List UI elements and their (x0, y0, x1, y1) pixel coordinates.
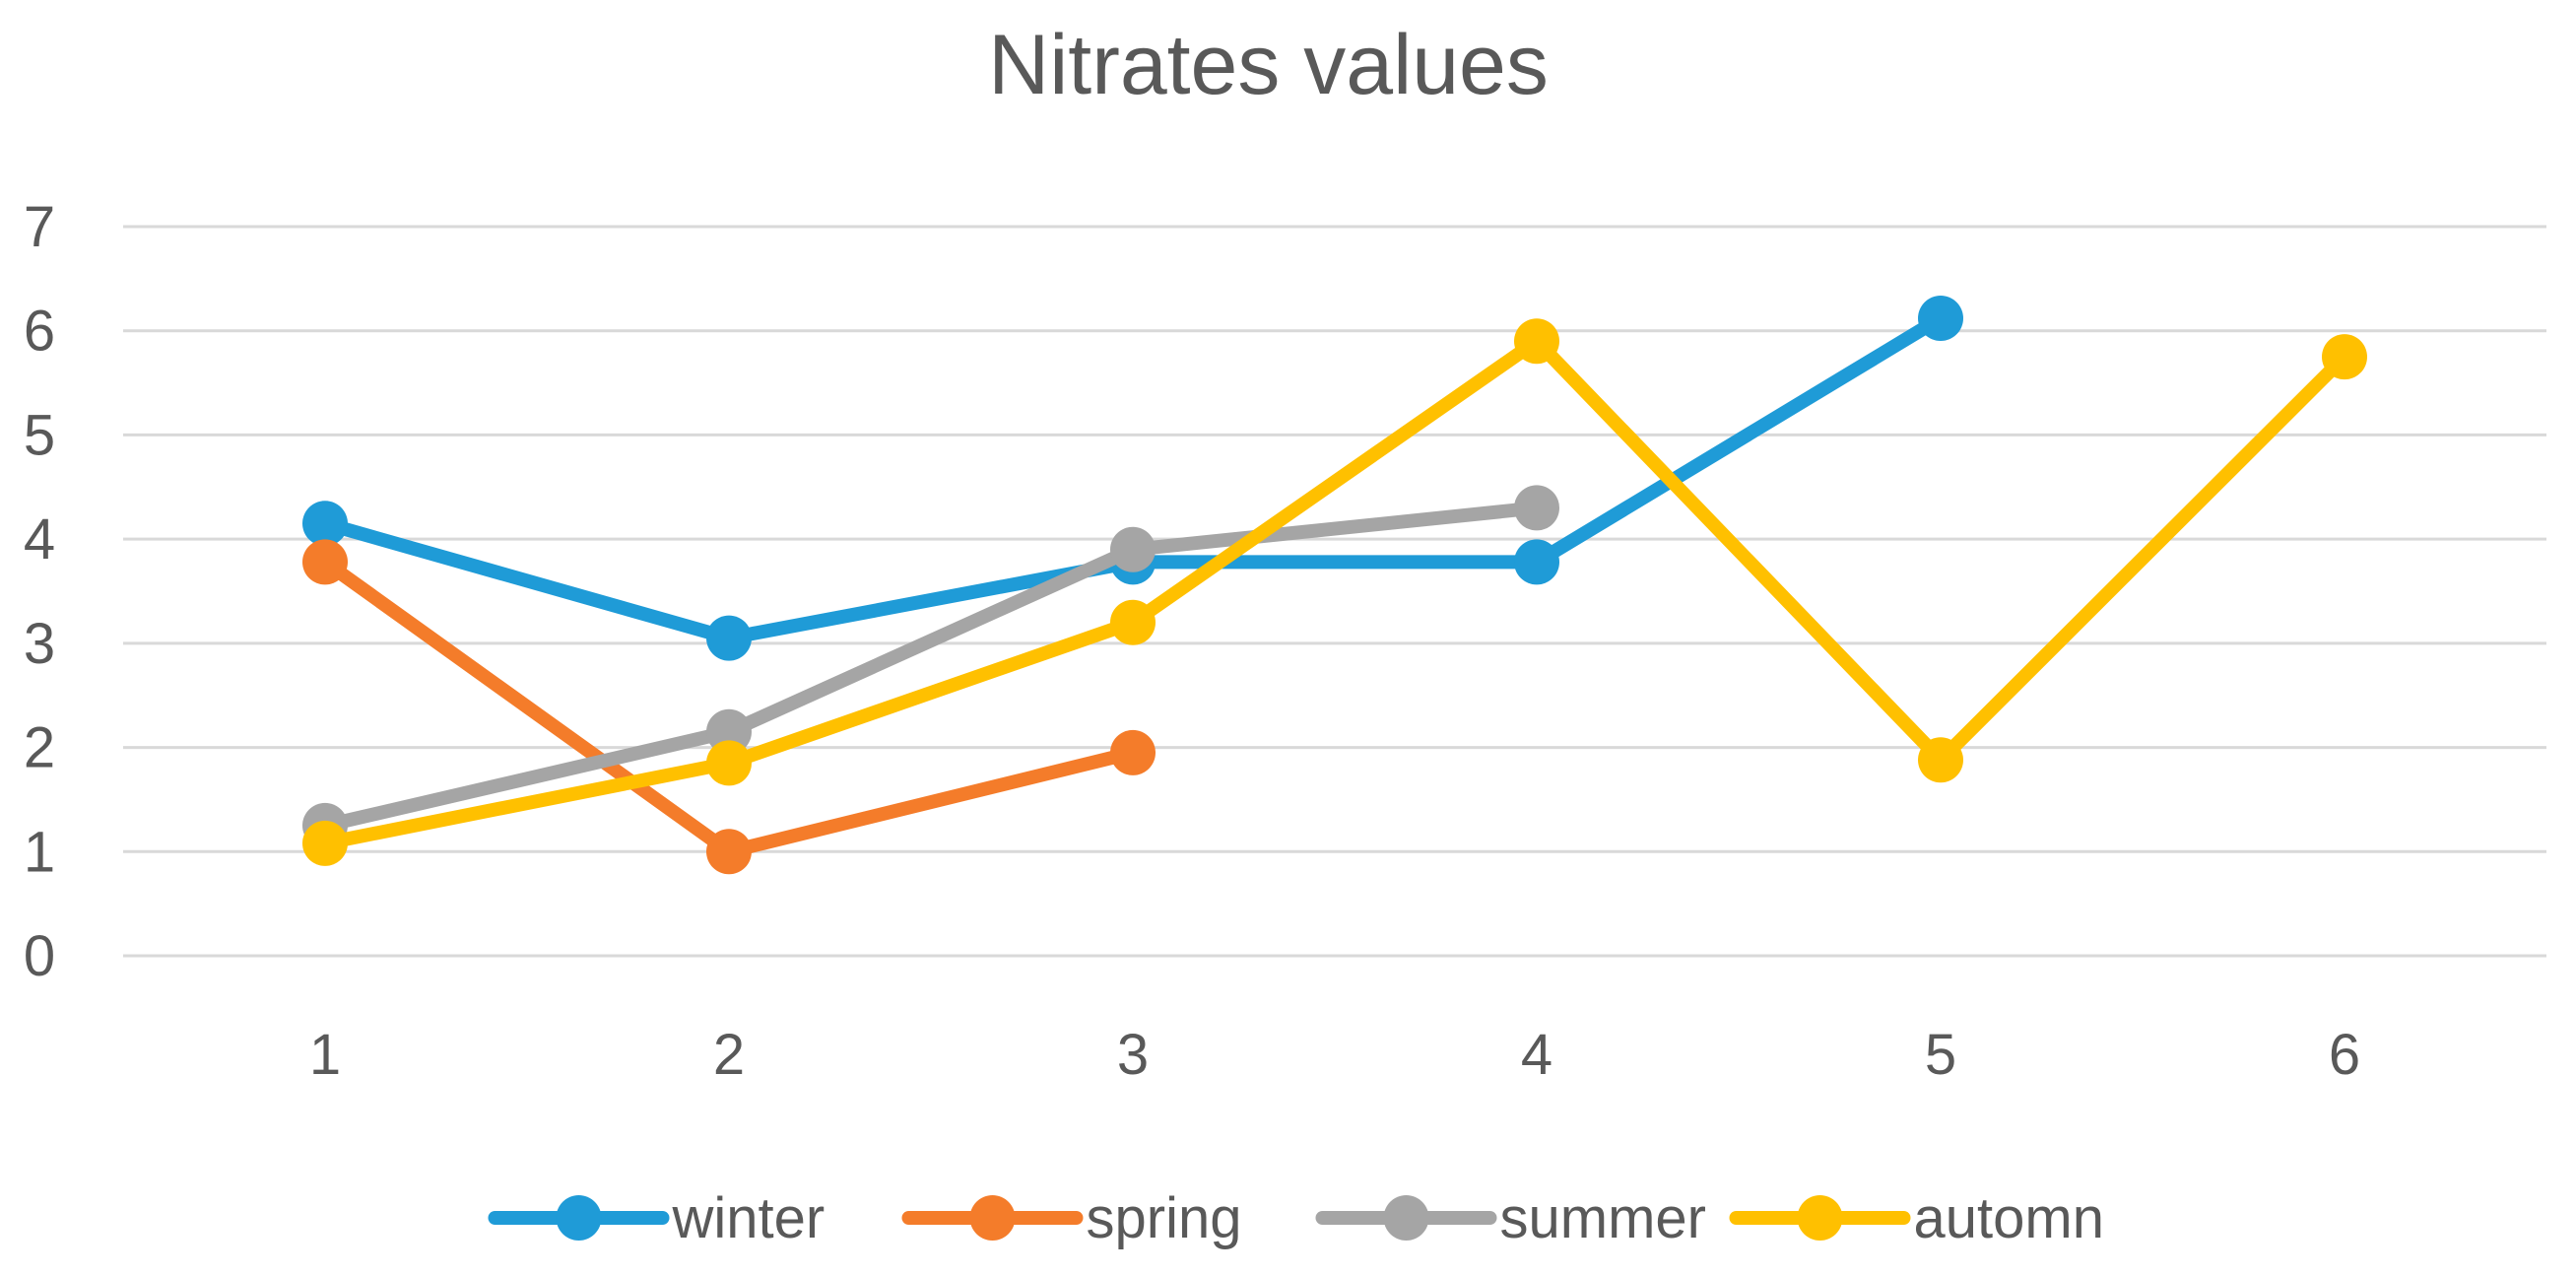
legend-swatch-marker (1797, 1195, 1843, 1241)
data-point-automn (1110, 599, 1156, 645)
data-point-spring (302, 539, 348, 585)
x-tick-label: 3 (1117, 1023, 1149, 1087)
legend-swatch-marker (556, 1195, 602, 1241)
legend-item-automn: automn (1729, 1186, 2104, 1250)
legend-swatch-marker (1383, 1195, 1429, 1241)
data-point-spring (1110, 729, 1156, 775)
data-point-automn (2322, 334, 2367, 380)
y-tick-label: 2 (24, 716, 55, 780)
data-point-automn (302, 820, 348, 866)
legend: winter spring summer automn (488, 1186, 2104, 1250)
x-axis-ticks: 1 2 3 4 5 6 (309, 1023, 2360, 1087)
data-point-automn (1918, 737, 1963, 783)
x-tick-label: 4 (1521, 1023, 1552, 1087)
legend-label: spring (1087, 1186, 1242, 1250)
data-point-automn (706, 740, 752, 786)
series-line-summer (318, 501, 1544, 833)
x-tick-label: 6 (2329, 1023, 2360, 1087)
y-tick-label: 4 (24, 507, 55, 571)
series-automn (302, 318, 2367, 866)
legend-item-winter: winter (488, 1186, 826, 1250)
chart-title: Nitrates values (988, 18, 1549, 112)
series-lines (302, 296, 2367, 875)
series-line-winter (318, 311, 1948, 645)
data-point-summer (1514, 485, 1559, 531)
y-tick-label: 7 (24, 195, 55, 259)
legend-label: automn (1914, 1186, 2104, 1250)
x-tick-label: 1 (309, 1023, 341, 1087)
legend-swatch-marker (969, 1195, 1016, 1241)
y-tick-label: 6 (24, 300, 55, 364)
y-tick-label: 1 (24, 820, 55, 884)
data-point-summer (1110, 526, 1156, 572)
series-line-automn (318, 334, 2351, 850)
x-tick-label: 5 (1925, 1023, 1956, 1087)
series-spring (302, 539, 1156, 875)
legend-item-summer: summer (1315, 1186, 1706, 1250)
legend-item-spring: spring (901, 1186, 1242, 1250)
data-point-winter (706, 615, 752, 661)
data-point-winter (1514, 539, 1559, 585)
data-point-spring (706, 829, 752, 875)
legend-label: summer (1500, 1186, 1706, 1250)
y-tick-label: 3 (24, 612, 55, 676)
y-axis-ticks: 0 1 2 3 4 5 6 7 (24, 195, 55, 988)
data-point-winter (302, 501, 348, 547)
gridlines (123, 225, 2546, 958)
data-point-summer (706, 708, 752, 755)
x-tick-label: 2 (713, 1023, 745, 1087)
data-point-automn (1514, 318, 1559, 365)
y-tick-label: 0 (24, 924, 55, 988)
y-tick-label: 5 (24, 403, 55, 467)
data-point-winter (1918, 296, 1963, 342)
legend-label: winter (672, 1186, 826, 1250)
